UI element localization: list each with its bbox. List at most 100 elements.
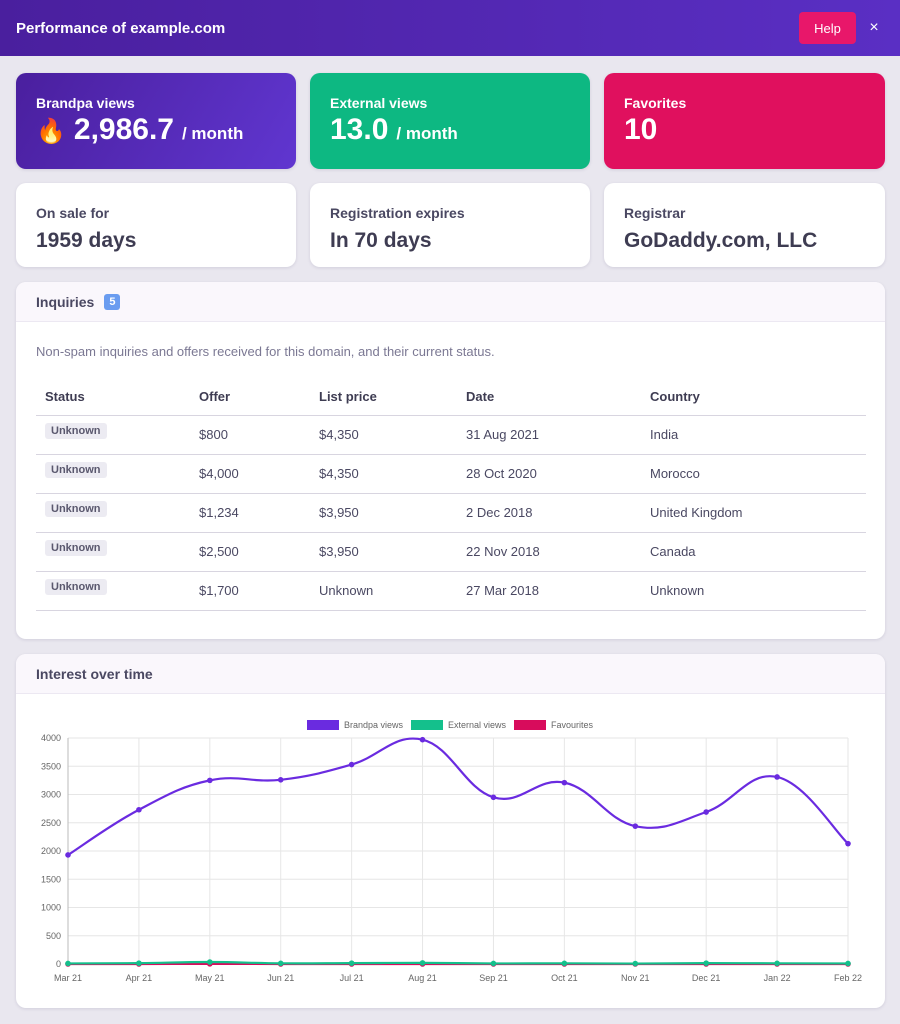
list-price-cell: $3,950 bbox=[310, 532, 457, 572]
list-price-cell: $3,950 bbox=[310, 493, 457, 533]
legend-swatch-favourites bbox=[514, 720, 547, 730]
table-row: Unknown $4,000 $4,350 28 Oct 2020 Morocc… bbox=[36, 454, 866, 494]
country-cell: United Kingdom bbox=[641, 493, 866, 533]
status-cell: Unknown bbox=[36, 571, 190, 611]
inquiries-header: Inquiries 5 bbox=[16, 282, 885, 322]
external-views-suffix: / month bbox=[396, 124, 458, 143]
date-cell: 27 Mar 2018 bbox=[457, 571, 641, 611]
data-point-external-views bbox=[774, 960, 780, 967]
legend-swatch-external bbox=[410, 720, 443, 730]
table-header-row: Status Offer List price Date Country bbox=[36, 378, 866, 416]
table-row: Unknown $1,234 $3,950 2 Dec 2018 United … bbox=[36, 493, 866, 533]
status-badge: Unknown bbox=[45, 579, 107, 595]
x-tick-label: Dec 21 bbox=[692, 973, 721, 983]
country-cell: India bbox=[641, 415, 866, 455]
x-tick-label: Apr 21 bbox=[126, 973, 153, 983]
country-cell: Unknown bbox=[641, 571, 866, 611]
favorites-card: Favorites 10 bbox=[604, 73, 885, 169]
inquiries-title: Inquiries bbox=[36, 293, 95, 310]
external-views-value-row: 13.0 / month bbox=[330, 113, 570, 147]
help-button[interactable]: Help bbox=[799, 12, 856, 44]
series-line-brandpa-views bbox=[67, 737, 849, 856]
y-tick-label: 2500 bbox=[41, 818, 61, 828]
inquiries-panel: Inquiries 5 Non-spam inquiries and offer… bbox=[16, 282, 885, 639]
column-header-date: Date bbox=[457, 378, 641, 416]
data-point-brandpa-views bbox=[419, 736, 426, 743]
data-point-external-views bbox=[348, 960, 355, 966]
registrar-card: Registrar GoDaddy.com, LLC bbox=[604, 183, 885, 267]
data-point-brandpa-views bbox=[845, 840, 851, 847]
data-point-brandpa-views bbox=[348, 761, 355, 768]
registrar-label: Registrar bbox=[624, 205, 686, 221]
y-tick-label: 3500 bbox=[41, 761, 61, 771]
inquiries-count-badge: 5 bbox=[104, 293, 121, 310]
y-tick-label: 500 bbox=[46, 931, 61, 941]
favorites-value-row: 10 bbox=[624, 113, 865, 147]
y-tick-label: 2000 bbox=[41, 846, 61, 856]
legend-item-favourites[interactable]: Favourites bbox=[514, 720, 593, 730]
registration-expires-card: Registration expires In 70 days bbox=[310, 183, 590, 267]
data-point-external-views bbox=[277, 960, 284, 967]
status-cell: Unknown bbox=[36, 415, 190, 455]
date-cell: 31 Aug 2021 bbox=[457, 415, 641, 455]
offer-cell: $800 bbox=[190, 415, 310, 455]
header-bar: Performance of example.com Help × bbox=[0, 0, 900, 56]
column-header-list-price: List price bbox=[310, 378, 457, 416]
legend-item-brandpa[interactable]: Brandpa views bbox=[306, 720, 403, 730]
x-tick-label: Mar 21 bbox=[54, 973, 82, 983]
close-icon[interactable]: × bbox=[869, 19, 879, 36]
favorites-value: 10 bbox=[624, 113, 658, 146]
y-tick-label: 0 bbox=[56, 959, 61, 969]
column-header-status: Status bbox=[36, 378, 190, 416]
data-point-external-views bbox=[207, 959, 213, 965]
date-cell: 28 Oct 2020 bbox=[457, 454, 641, 494]
list-price-cell: $4,350 bbox=[310, 415, 457, 455]
external-views-value: 13.0 bbox=[330, 113, 389, 146]
x-tick-label: Oct 21 bbox=[551, 973, 578, 983]
data-point-brandpa-views bbox=[490, 794, 497, 801]
date-cell: 2 Dec 2018 bbox=[457, 493, 641, 533]
interest-title: Interest over time bbox=[36, 665, 153, 682]
legend-swatch-brandpa bbox=[306, 720, 339, 730]
status-badge: Unknown bbox=[45, 501, 107, 517]
legend-item-external[interactable]: External views bbox=[410, 720, 507, 730]
legend-label-brandpa: Brandpa views bbox=[343, 720, 403, 730]
data-point-brandpa-views bbox=[774, 774, 780, 780]
data-point-external-views bbox=[419, 960, 426, 966]
table-row: Unknown $1,700 Unknown 27 Mar 2018 Unkno… bbox=[36, 571, 866, 611]
external-views-label: External views bbox=[330, 95, 428, 111]
x-tick-label: Jan 22 bbox=[764, 973, 791, 983]
table-row: Unknown $2,500 $3,950 22 Nov 2018 Canada bbox=[36, 532, 866, 572]
data-point-brandpa-views bbox=[703, 809, 709, 815]
interest-header: Interest over time bbox=[16, 654, 885, 694]
data-point-external-views bbox=[845, 960, 851, 967]
data-point-external-views bbox=[136, 960, 142, 966]
offer-cell: $1,700 bbox=[190, 571, 310, 611]
registration-expires-label: Registration expires bbox=[330, 205, 465, 221]
data-point-external-views bbox=[703, 960, 709, 966]
registrar-value: GoDaddy.com, LLC bbox=[624, 229, 818, 252]
offer-cell: $2,500 bbox=[190, 532, 310, 572]
data-point-external-views bbox=[65, 960, 71, 967]
legend-label-external: External views bbox=[447, 720, 507, 730]
y-tick-label: 1500 bbox=[41, 874, 61, 884]
brandpa-views-value-row: 🔥 2,986.7 / month bbox=[36, 113, 276, 147]
inquiries-description: Non-spam inquiries and offers received f… bbox=[36, 344, 495, 359]
y-tick-label: 4000 bbox=[41, 733, 61, 743]
chart-legend: Brandpa views External views Favourites bbox=[16, 720, 884, 730]
x-tick-label: Nov 21 bbox=[621, 973, 650, 983]
status-badge: Unknown bbox=[45, 423, 107, 439]
brandpa-views-suffix: / month bbox=[181, 124, 244, 143]
data-point-brandpa-views bbox=[136, 806, 142, 813]
status-cell: Unknown bbox=[36, 532, 190, 572]
status-cell: Unknown bbox=[36, 493, 190, 533]
data-point-brandpa-views bbox=[277, 777, 284, 783]
data-point-external-views bbox=[561, 960, 568, 967]
list-price-cell: $4,350 bbox=[310, 454, 457, 494]
list-price-cell: Unknown bbox=[310, 571, 457, 611]
column-header-offer: Offer bbox=[190, 378, 310, 416]
country-cell: Canada bbox=[641, 532, 866, 572]
x-tick-label: Feb 22 bbox=[834, 973, 862, 983]
brandpa-views-value: 2,986.7 bbox=[73, 113, 174, 146]
external-views-card: External views 13.0 / month bbox=[310, 73, 590, 169]
